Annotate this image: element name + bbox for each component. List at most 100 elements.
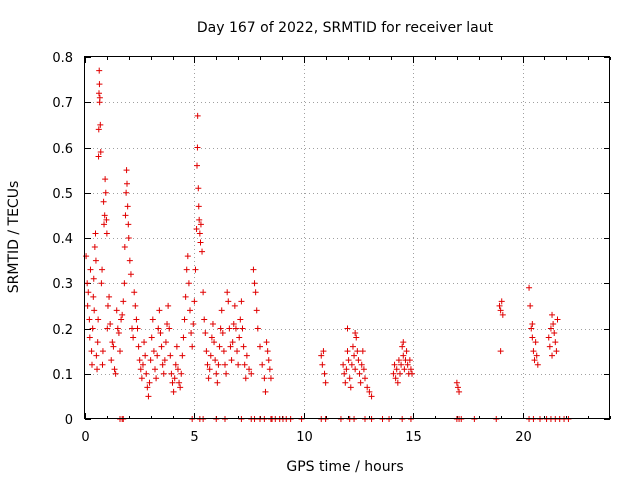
data-point — [225, 298, 232, 305]
data-point — [340, 361, 347, 368]
data-point — [401, 366, 408, 373]
data-point — [219, 330, 226, 337]
data-point — [174, 366, 181, 373]
y-tick-label: 0.6 — [52, 142, 73, 157]
data-point — [257, 343, 263, 350]
data-point — [230, 320, 237, 327]
data-point — [398, 361, 405, 368]
y-tick-label: 0 — [65, 413, 73, 428]
data-point — [254, 325, 261, 332]
data-point — [551, 330, 558, 337]
data-point — [191, 298, 198, 305]
data-point — [549, 311, 556, 318]
y-tick-label: 0.5 — [52, 187, 73, 202]
data-point — [554, 316, 561, 323]
y-tick-label: 0.3 — [52, 277, 73, 292]
data-point — [99, 348, 106, 355]
data-point — [110, 343, 117, 350]
data-point — [91, 307, 98, 314]
data-point — [104, 325, 111, 332]
data-point — [217, 325, 224, 332]
data-point — [87, 266, 94, 273]
data-point — [358, 361, 365, 368]
data-point — [368, 393, 375, 400]
data-point — [95, 126, 102, 133]
data-point — [89, 325, 96, 332]
data-point — [533, 352, 540, 359]
x-tick-label: 20 — [515, 430, 532, 445]
data-point — [456, 388, 463, 395]
data-point — [119, 311, 126, 318]
data-point — [345, 357, 352, 364]
data-point — [125, 221, 132, 228]
data-point — [160, 370, 167, 377]
data-point — [342, 379, 349, 386]
data-point — [214, 379, 221, 386]
data-point — [144, 384, 151, 391]
data-point — [532, 339, 539, 346]
data-point — [250, 266, 257, 273]
data-point — [94, 339, 101, 346]
data-point — [400, 339, 407, 346]
data-point — [359, 348, 366, 355]
data-point — [162, 339, 169, 346]
data-point — [397, 370, 403, 377]
data-point — [243, 352, 250, 359]
data-point — [527, 302, 534, 309]
data-point — [207, 352, 214, 359]
data-point — [102, 176, 109, 183]
data-point — [352, 366, 359, 373]
data-point — [85, 289, 92, 296]
data-point — [101, 212, 108, 219]
data-point — [123, 189, 130, 196]
data-point — [534, 361, 541, 368]
data-point — [188, 330, 195, 337]
data-point — [496, 302, 503, 309]
data-point — [226, 325, 233, 332]
data-point — [391, 361, 398, 368]
data-point — [158, 343, 165, 350]
data-point — [545, 334, 552, 341]
x-tick-label: 15 — [405, 430, 422, 445]
data-point — [109, 339, 116, 346]
data-point — [159, 361, 166, 368]
data-point — [113, 307, 120, 314]
data-point — [195, 203, 202, 210]
data-point — [141, 339, 148, 346]
x-tick-label: 10 — [296, 430, 313, 445]
data-point — [341, 370, 348, 377]
data-point — [95, 153, 102, 160]
data-point — [164, 320, 171, 327]
data-point — [196, 230, 203, 237]
data-point — [106, 293, 113, 300]
data-point — [319, 361, 326, 368]
data-point — [120, 298, 127, 305]
data-point — [94, 366, 101, 373]
data-point — [143, 370, 150, 377]
data-point — [344, 325, 351, 332]
data-point — [139, 361, 146, 368]
data-point — [195, 185, 202, 192]
data-point — [145, 393, 152, 400]
y-tick-label: 0.8 — [52, 51, 73, 66]
data-point — [131, 289, 138, 296]
data-point — [218, 307, 225, 314]
y-tick-label: 0.1 — [52, 368, 73, 383]
data-point — [453, 379, 460, 386]
data-point — [92, 230, 99, 237]
x-tick-label: 0 — [81, 430, 89, 445]
data-point — [232, 325, 239, 332]
data-point — [183, 266, 190, 273]
data-point — [220, 348, 227, 355]
data-point — [264, 348, 271, 355]
data-point — [97, 121, 104, 128]
data-point — [114, 325, 121, 332]
data-point — [137, 366, 144, 373]
data-point — [241, 361, 248, 368]
data-point — [99, 361, 106, 368]
data-point — [189, 343, 196, 350]
data-point — [117, 348, 123, 355]
data-point — [96, 81, 103, 88]
data-point — [259, 361, 266, 368]
data-point — [130, 334, 137, 341]
